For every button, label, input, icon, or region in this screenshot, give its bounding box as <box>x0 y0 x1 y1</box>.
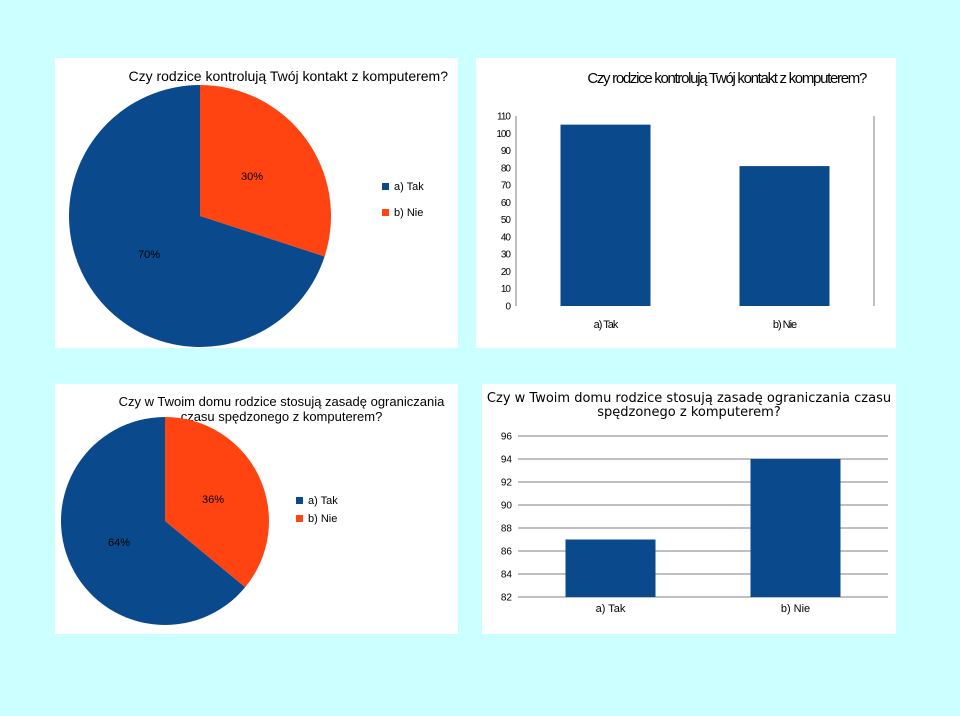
legend-label: b) Nie <box>308 513 337 525</box>
y-tick-label: 96 <box>501 432 513 443</box>
pie-chart-panel-1: Czy rodzice kontrolują Twój kontakt z ko… <box>55 58 458 348</box>
legend-swatch <box>296 497 303 504</box>
bar-chart-panel-1: Czy rodzice kontrolują Twój kontakt z ko… <box>476 58 896 348</box>
chart-title: Czy w Twoim domu rodzice stosują zasadę … <box>118 394 445 424</box>
y-tick-label: 90 <box>501 146 512 157</box>
bar-nie <box>750 459 841 597</box>
x-tick-label: b) Nie <box>781 603 810 615</box>
pie-slice-nie <box>200 85 331 257</box>
y-tick-label: 90 <box>501 501 513 512</box>
y-tick-label: 20 <box>501 267 512 278</box>
data-label: 36% <box>202 494 224 506</box>
data-label: 70% <box>138 249 160 261</box>
chart-title: Czy rodzice kontrolują Twój kontakt z ko… <box>128 68 448 84</box>
y-tick-label: 88 <box>501 524 513 535</box>
y-tick-label: 92 <box>501 478 513 489</box>
bar-chart-2: 96 94 92 90 88 86 84 82 a) Tak b) Nie <box>501 432 888 615</box>
bar-nie <box>739 166 830 306</box>
legend-swatch <box>296 515 303 522</box>
pie-chart-1: 70% 30% a) Tak b) Nie <box>69 85 424 347</box>
x-tick-label: a) Tak <box>594 319 619 331</box>
y-tick-label: 30 <box>501 250 512 261</box>
y-tick-label: 80 <box>501 163 512 174</box>
pie-slice-tak <box>69 85 325 347</box>
legend-swatch <box>382 209 389 216</box>
y-tick-label: 0 <box>505 302 511 313</box>
y-tick-label: 82 <box>501 593 513 604</box>
x-tick-label: b) Nie <box>773 319 797 331</box>
chart-title: Czy rodzice kontrolują Twój kontakt z ko… <box>587 70 867 87</box>
pie-chart-panel-2: Czy w Twoim domu rodzice stosują zasadę … <box>55 384 458 634</box>
pie-slice-nie <box>165 417 270 588</box>
y-tick-label: 86 <box>501 547 513 558</box>
y-tick-label: 70 <box>501 181 512 192</box>
legend-label: a) Tak <box>394 181 424 193</box>
y-tick-label: 94 <box>501 455 513 466</box>
bar-tak <box>565 539 656 597</box>
y-tick-label: 100 <box>496 129 511 140</box>
chart-title: Czy w Twoim domu rodzice stosują zasadę … <box>486 391 892 420</box>
bar-chart-panel-2: Czy w Twoim domu rodzice stosują zasadę … <box>482 384 896 634</box>
y-tick-label: 50 <box>501 215 512 226</box>
y-tick-label: 10 <box>501 284 512 295</box>
y-tick-label: 40 <box>501 232 512 243</box>
data-label: 64% <box>108 537 130 549</box>
y-tick-label: 110 <box>497 112 511 123</box>
pie-chart-2: 64% 36% a) Tak b) Nie <box>61 417 338 625</box>
legend-label: a) Tak <box>308 495 338 507</box>
y-tick-label: 60 <box>501 198 512 209</box>
y-tick-label: 84 <box>501 570 513 581</box>
bar-tak <box>560 124 651 307</box>
data-label: 30% <box>241 171 263 183</box>
x-tick-label: a) Tak <box>596 603 626 615</box>
legend-label: b) Nie <box>394 207 423 219</box>
legend-swatch <box>382 183 389 190</box>
pie-slice-tak <box>61 417 246 625</box>
